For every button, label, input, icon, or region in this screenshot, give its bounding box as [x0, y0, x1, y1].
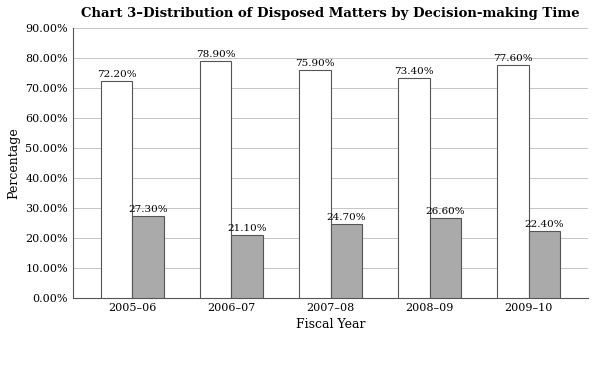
Bar	[528, 231, 560, 298]
Text: 78.90%: 78.90%	[196, 50, 236, 59]
X-axis label: Fiscal Year: Fiscal Year	[296, 318, 365, 331]
Text: 75.90%: 75.90%	[295, 59, 334, 68]
Bar	[231, 235, 263, 298]
Text: 72.20%: 72.20%	[97, 70, 136, 79]
Text: 22.40%: 22.40%	[525, 220, 564, 229]
Text: 21.10%: 21.10%	[227, 223, 267, 233]
Text: 26.60%: 26.60%	[425, 207, 465, 216]
Text: 73.40%: 73.40%	[394, 67, 434, 76]
Bar	[497, 65, 528, 298]
Text: 77.60%: 77.60%	[493, 54, 533, 63]
Bar	[398, 78, 430, 298]
Bar	[299, 70, 330, 298]
Bar	[133, 216, 164, 298]
Bar	[430, 218, 461, 298]
Y-axis label: Percentage: Percentage	[7, 127, 20, 199]
Text: 24.70%: 24.70%	[327, 213, 366, 222]
Bar	[101, 81, 133, 298]
Bar	[330, 224, 362, 298]
Title: Chart 3–Distribution of Disposed Matters by Decision-making Time: Chart 3–Distribution of Disposed Matters…	[81, 7, 580, 20]
Bar	[200, 62, 231, 298]
Text: 27.30%: 27.30%	[129, 205, 168, 214]
